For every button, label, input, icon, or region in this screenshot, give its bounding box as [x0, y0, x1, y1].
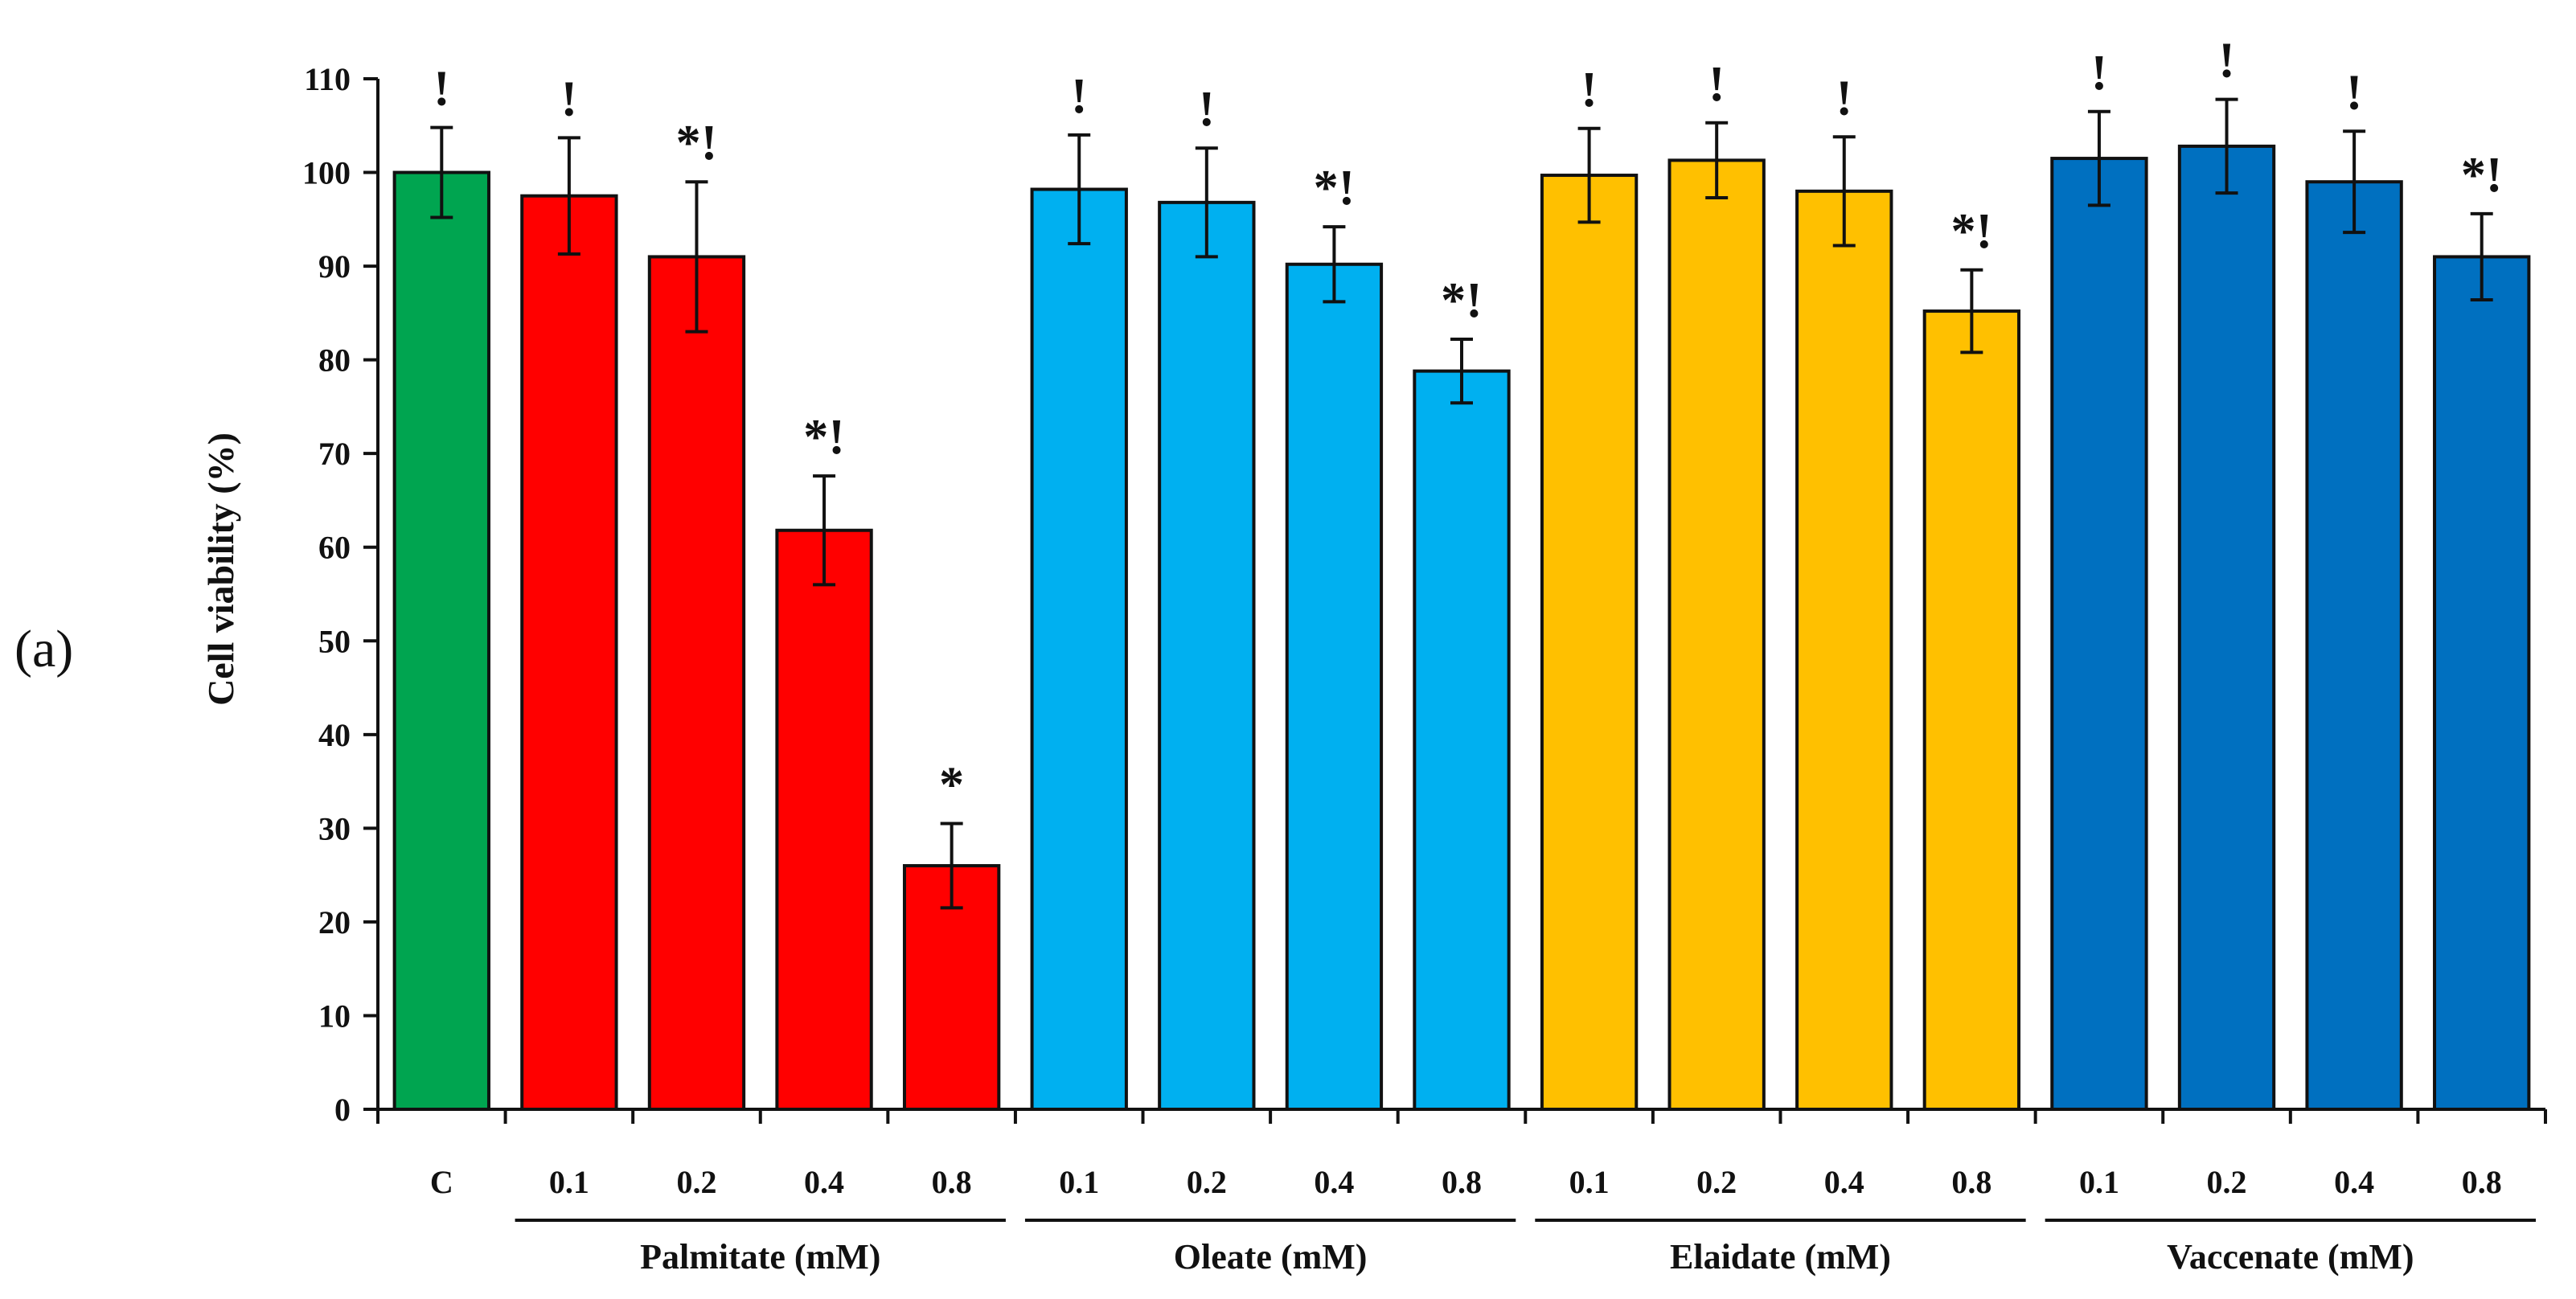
panel-label: (a)	[14, 620, 74, 678]
x-tick-label: 0.8	[932, 1164, 972, 1200]
significance-annotation: !	[2091, 46, 2108, 100]
x-tick-label: 0.1	[2079, 1164, 2119, 1200]
y-tick-label: 110	[304, 61, 351, 97]
bar	[1922, 309, 2021, 1111]
y-tick-label: 50	[318, 623, 351, 659]
x-axis: C 0.1 0.2 0.4 0.8 0.1 0.2 0.4 0.8 0.1 0.2 0.4 0.8 0.1…	[376, 1108, 2547, 1200]
bar	[2177, 144, 2276, 1111]
significance-annotation: !	[1071, 69, 1088, 124]
group-label: Elaidate (mM)	[1670, 1237, 1891, 1276]
significance-annotation: !	[561, 72, 578, 126]
x-tick-label: 0.2	[2207, 1164, 2247, 1200]
significance-annotation: *!	[676, 116, 718, 170]
x-tick-label: 0.8	[1951, 1164, 1991, 1200]
significance-annotation: !	[2218, 34, 2235, 88]
bar	[1413, 369, 1511, 1111]
bar	[1795, 189, 1893, 1112]
x-tick-label: 0.2	[1187, 1164, 1227, 1200]
x-tick-label: 0.8	[2462, 1164, 2502, 1200]
y-tick-label: 100	[302, 155, 351, 191]
y-tick-label: 60	[318, 530, 351, 566]
bar	[1158, 200, 1256, 1112]
bar	[2433, 255, 2531, 1111]
significance-annotation: !	[433, 62, 450, 117]
y-tick-label: 0	[334, 1092, 351, 1128]
x-tick-label: C	[430, 1164, 453, 1200]
y-tick-label: 10	[318, 998, 351, 1034]
x-tick-label: 0.2	[1696, 1164, 1737, 1200]
bar	[2305, 180, 2403, 1112]
bar	[1285, 262, 1384, 1111]
x-tick-label: 0.1	[549, 1164, 589, 1200]
x-tick-label: 0.1	[1059, 1164, 1099, 1200]
y-tick-label: 90	[318, 248, 351, 285]
significance-annotation: *!	[1441, 273, 1483, 328]
significance-annotation: !	[1836, 71, 1852, 125]
significance-annotation: !	[1198, 82, 1215, 137]
bar	[1030, 187, 1128, 1111]
y-tick-label: 20	[318, 904, 351, 940]
bar	[520, 194, 618, 1112]
bars: ! ! *! *! *! ! *! *!!! ! *!! !! *!	[392, 34, 2531, 1112]
significance-annotation: !	[2346, 65, 2363, 120]
x-tick-label: 0.2	[676, 1164, 716, 1200]
y-tick-label: 40	[318, 717, 351, 753]
bar	[392, 170, 490, 1112]
group-label: Oleate (mM)	[1174, 1237, 1368, 1276]
x-tick-label: 0.1	[1569, 1164, 1610, 1200]
y-axis-label: Cell viability (%)	[200, 432, 241, 706]
y-tick-label: 70	[318, 436, 351, 472]
x-tick-label: 0.4	[2334, 1164, 2374, 1200]
significance-annotation: *!	[803, 410, 845, 465]
bar	[2050, 157, 2148, 1112]
y-tick-label: 30	[318, 810, 351, 846]
significance-annotation: *!	[1951, 204, 1993, 259]
x-tick-label: 0.8	[1442, 1164, 1482, 1200]
y-tick-label: 80	[318, 342, 351, 379]
significance-annotation: *!	[2461, 148, 2503, 203]
significance-annotation: *!	[1314, 161, 1356, 215]
y-axis: 0 10 20 30 40 50 60 70 80 90 100 110	[302, 61, 379, 1128]
group-label: Palmitate (mM)	[640, 1237, 880, 1276]
significance-annotation: !	[1581, 63, 1598, 117]
bar	[775, 528, 873, 1111]
bar	[647, 255, 746, 1111]
bar	[1667, 158, 1766, 1112]
x-tick-label: 0.4	[804, 1164, 844, 1200]
x-tick-label: 0.4	[1314, 1164, 1354, 1200]
bar	[1540, 174, 1639, 1111]
group-label: Vaccenate (mM)	[2167, 1237, 2414, 1276]
significance-annotation: !	[1708, 57, 1725, 112]
group-labels: Palmitate (mM) Oleate (mM) Elaidate (mM) Va…	[515, 1219, 2536, 1276]
x-tick-label: 0.4	[1824, 1164, 1864, 1200]
significance-annotation: *	[939, 758, 964, 813]
